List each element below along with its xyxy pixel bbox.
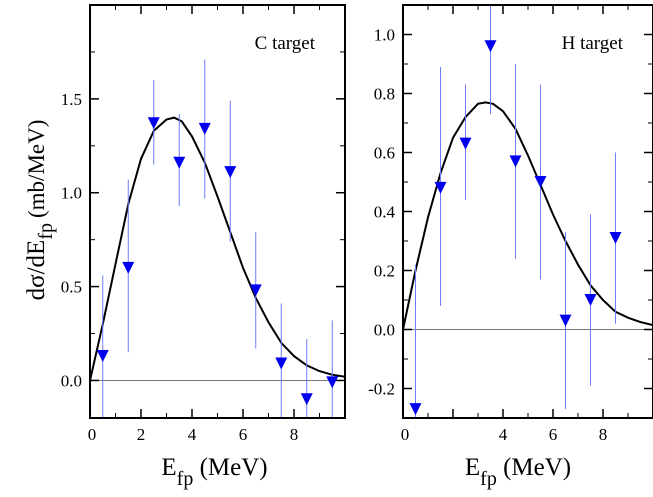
data-point-4 bbox=[484, 40, 497, 53]
y-axis-title-units: (mb/MeV) bbox=[24, 120, 49, 218]
data-point-3 bbox=[147, 117, 160, 130]
x-axis-title-main: E bbox=[161, 454, 176, 481]
data-point-10 bbox=[326, 376, 339, 389]
panel-label: H target bbox=[562, 33, 624, 54]
x-tick-label: 0 bbox=[88, 425, 97, 444]
y-axis-title-main: dσ/dE bbox=[23, 240, 50, 301]
data-point-7 bbox=[559, 314, 572, 327]
data-point-8 bbox=[275, 357, 288, 370]
x-tick-label: 4 bbox=[188, 425, 197, 444]
x-tick-label: 6 bbox=[549, 425, 558, 444]
y-axis-title: dσ/dEfp (mb/MeV) bbox=[23, 120, 57, 301]
panel-c-target: 0.0 0.5 1.0 1.5 0 2 4 6 8 C target Efp (MeV) bbox=[61, 4, 346, 490]
x-axis-title-sub: fp bbox=[177, 468, 194, 490]
x-tick-label: 2 bbox=[137, 425, 146, 444]
y-tick-label: 1.0 bbox=[374, 26, 395, 45]
data-point-9 bbox=[300, 393, 313, 406]
data-point-4 bbox=[173, 156, 186, 169]
y-tick-label: 0.4 bbox=[374, 203, 396, 222]
x-tick-label: 6 bbox=[239, 425, 248, 444]
y-axis-title-sub: fp bbox=[35, 223, 57, 240]
x-axis-title-main: E bbox=[465, 454, 480, 481]
data-point-2 bbox=[122, 261, 135, 274]
x-tick-label: 4 bbox=[499, 425, 508, 444]
data-point-5 bbox=[509, 155, 522, 168]
data-point-7 bbox=[249, 284, 262, 297]
y-tick-label: 0.5 bbox=[61, 278, 82, 297]
data-point-6 bbox=[534, 176, 547, 188]
data-point-6 bbox=[224, 166, 237, 179]
data-point-8 bbox=[584, 294, 597, 306]
svg-text:dσ/dEfp (mb/MeV): dσ/dEfp (mb/MeV) bbox=[23, 120, 57, 301]
data-point-1 bbox=[409, 403, 422, 416]
y-tick-label: 1.5 bbox=[61, 90, 82, 109]
y-tick-label: 1.0 bbox=[61, 184, 82, 203]
x-tick-label: 8 bbox=[290, 425, 299, 444]
plot-area bbox=[90, 59, 345, 418]
y-tick-label: 0.0 bbox=[374, 321, 395, 340]
data-point-9 bbox=[609, 232, 622, 245]
y-tick-label: 0.8 bbox=[374, 85, 395, 104]
x-axis-title: Efp (MeV) bbox=[465, 454, 571, 490]
x-axis-title: Efp (MeV) bbox=[161, 454, 267, 490]
data-point-3 bbox=[459, 137, 472, 150]
panel-label: C target bbox=[255, 33, 316, 54]
y-tick-label: 0.0 bbox=[61, 371, 82, 390]
x-tick-label: 8 bbox=[599, 425, 608, 444]
fit-curve bbox=[90, 116, 345, 381]
y-tick-label: 0.2 bbox=[374, 262, 395, 281]
y-tick-label: -0.2 bbox=[368, 380, 395, 399]
x-axis-title-units: (MeV) bbox=[193, 454, 267, 481]
data-point-5 bbox=[198, 122, 211, 135]
data-point-2 bbox=[434, 181, 447, 194]
x-axis-title-sub: fp bbox=[480, 468, 497, 490]
panel-h-target: -0.2 0.0 0.2 0.4 0.6 0.8 1.0 0 4 6 8 H target Efp (M… bbox=[368, 4, 653, 490]
fit-curve bbox=[403, 101, 653, 330]
x-axis-title-units: (MeV) bbox=[497, 454, 571, 481]
data-point-1 bbox=[96, 350, 109, 363]
y-tick-label: 0.6 bbox=[374, 144, 395, 163]
plot-area bbox=[403, 5, 653, 418]
x-tick-label: 0 bbox=[401, 425, 410, 444]
